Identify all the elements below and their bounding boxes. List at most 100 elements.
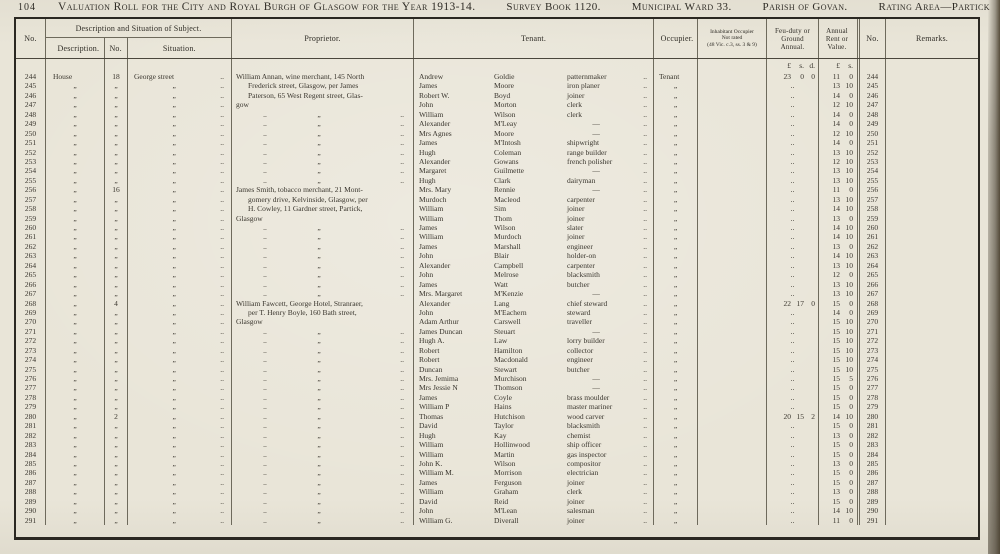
row-number-repeat-cell: 283 <box>857 440 886 450</box>
feu-duty-cell: .. <box>767 487 819 497</box>
situation-cell: „ .. <box>128 109 232 120</box>
tenant-occupation: salesman <box>567 506 595 516</box>
street-number-cell: „ <box>105 307 128 318</box>
leader-dots: .. <box>220 355 224 365</box>
feu-duty-cell: .. <box>767 383 819 393</box>
column-header-no2: No. <box>857 19 886 58</box>
table-row: 272 „ „ „ .. .. „.. Hugh A. Law lorry bui… <box>16 336 978 346</box>
description-cell: „ <box>46 100 105 110</box>
tenant-forename: Murdoch <box>419 194 447 204</box>
row-number-cell: 286 <box>16 468 46 478</box>
row-number-cell: 282 <box>16 430 46 441</box>
tenant-surname: Rennie <box>494 185 516 195</box>
tenant-surname: Hains <box>494 402 512 412</box>
feu-duty-cell: .. <box>767 223 819 233</box>
table-row: 271 „ „ „ .. .. „.. James Duncan Steuart … <box>16 326 978 337</box>
table-row: 259 „ „ „ .. Glasgow William Thom joiner… <box>16 213 978 223</box>
feu-duty-cell: .. <box>767 213 819 223</box>
description-cell: „ <box>46 213 105 223</box>
inhabitant-occupier-cell <box>698 119 767 129</box>
leader-dots: .. <box>643 411 647 421</box>
inhabitant-occupier-cell <box>698 496 767 507</box>
proprietor-cell: .. „.. <box>232 449 414 459</box>
row-number-cell: 261 <box>16 232 46 242</box>
table-row: 289 „ „ „ .. .. „.. David Reid joiner .. … <box>16 496 978 507</box>
proprietor-cell: Glasgow <box>232 317 414 327</box>
remarks-cell <box>886 195 978 204</box>
column-header-description: Description. <box>46 38 105 58</box>
tenant-surname: Wilson <box>494 109 516 119</box>
proprietor-cell: .. „.. <box>232 440 414 450</box>
tenant-cell: James Ferguson joiner .. <box>414 477 654 488</box>
feu-duty-cell: .. <box>767 279 819 290</box>
tenant-occupation: carpenter <box>567 260 595 270</box>
remarks-cell <box>886 431 978 440</box>
table-row: 288 „ „ „ .. .. „.. William Graham clerk … <box>16 487 978 497</box>
street-number-cell: 18 <box>105 72 128 82</box>
occupier-cell: „ <box>654 374 698 384</box>
tenant-cell: John Morton clerk .. <box>414 100 654 110</box>
tenant-cell: John M'Eachern steward .. <box>414 307 654 318</box>
leader-dots: .. <box>220 307 224 317</box>
situation-cell: „ .. <box>128 364 232 374</box>
inhabitant-occupier-cell <box>698 223 767 233</box>
tenant-occupation: clerk <box>567 487 582 497</box>
feu-duty-cell: .. <box>767 449 819 459</box>
row-number-cell: 285 <box>16 458 46 469</box>
row-number-cell: 281 <box>16 421 46 431</box>
street-number-cell: „ <box>105 147 128 157</box>
situation-cell: „ .. <box>128 374 232 384</box>
tenant-occupation: — <box>592 185 600 195</box>
row-number-repeat-cell: 251 <box>857 138 886 148</box>
proprietor-cell: Frederick street, Glasgow, per James <box>232 81 414 91</box>
tenant-cell: James Duncan Steuart — .. <box>414 326 654 337</box>
inhabitant-occupier-cell <box>698 487 767 497</box>
leader-dots: .. <box>220 477 224 487</box>
proprietor-cell: .. „.. <box>232 402 414 412</box>
proprietor-cell: .. „.. <box>232 336 414 346</box>
street-number-cell: „ <box>105 355 128 365</box>
row-number-repeat-cell: 250 <box>857 128 886 139</box>
description-cell: „ <box>46 241 105 252</box>
tenant-surname: Sim <box>494 204 507 214</box>
leader-dots: .. <box>643 90 647 100</box>
occupier-cell: „ <box>654 90 698 101</box>
row-number-repeat-cell: 261 <box>857 232 886 242</box>
row-number-repeat-cell: 270 <box>857 317 886 327</box>
occupier-cell: „ <box>654 440 698 450</box>
inhabitant-occupier-cell <box>698 440 767 450</box>
tenant-forename: James <box>419 81 438 91</box>
row-number-cell: 249 <box>16 119 46 129</box>
annual-rent-cell: 14 10 <box>832 204 854 214</box>
proprietor-cell: .. „.. <box>232 166 414 176</box>
inhabitant-occupier-cell <box>698 109 767 120</box>
remarks-cell <box>886 148 978 157</box>
occupier-cell: „ <box>654 430 698 441</box>
feu-duty-cell: .. <box>767 477 819 488</box>
proprietor-cell: William Annan, wine merchant, 145 North <box>232 72 414 82</box>
tenant-forename: James Duncan <box>419 326 463 336</box>
leader-dots: .. <box>643 487 647 497</box>
remarks-cell <box>886 223 978 232</box>
tenant-cell: Robert W. Boyd joiner .. <box>414 90 654 101</box>
row-number-cell: 276 <box>16 374 46 384</box>
tenant-occupation: ship officer <box>567 440 602 450</box>
inhabitant-occupier-cell <box>698 81 767 91</box>
column-header-description-group: Description and Situation of Subject. De… <box>46 19 232 58</box>
street-number-cell: „ <box>105 430 128 441</box>
row-number-cell: 252 <box>16 147 46 157</box>
tenant-cell: James Wilson slater .. <box>414 223 654 233</box>
row-number-cell: 257 <box>16 194 46 205</box>
annual-rent-cell: 13 10 <box>832 289 854 299</box>
remarks-cell <box>886 91 978 100</box>
row-number-repeat-cell: 286 <box>857 468 886 478</box>
row-number-repeat-cell: 284 <box>857 449 886 459</box>
inhabitant-occupier-cell <box>698 260 767 271</box>
row-number-cell: 270 <box>16 317 46 327</box>
remarks-cell <box>886 242 978 251</box>
description-cell: „ <box>46 204 105 214</box>
inhabitant-occupier-cell <box>698 458 767 469</box>
leader-dots: .. <box>643 128 647 138</box>
tenant-occupation: traveller <box>567 317 592 327</box>
description-cell: „ <box>46 468 105 478</box>
